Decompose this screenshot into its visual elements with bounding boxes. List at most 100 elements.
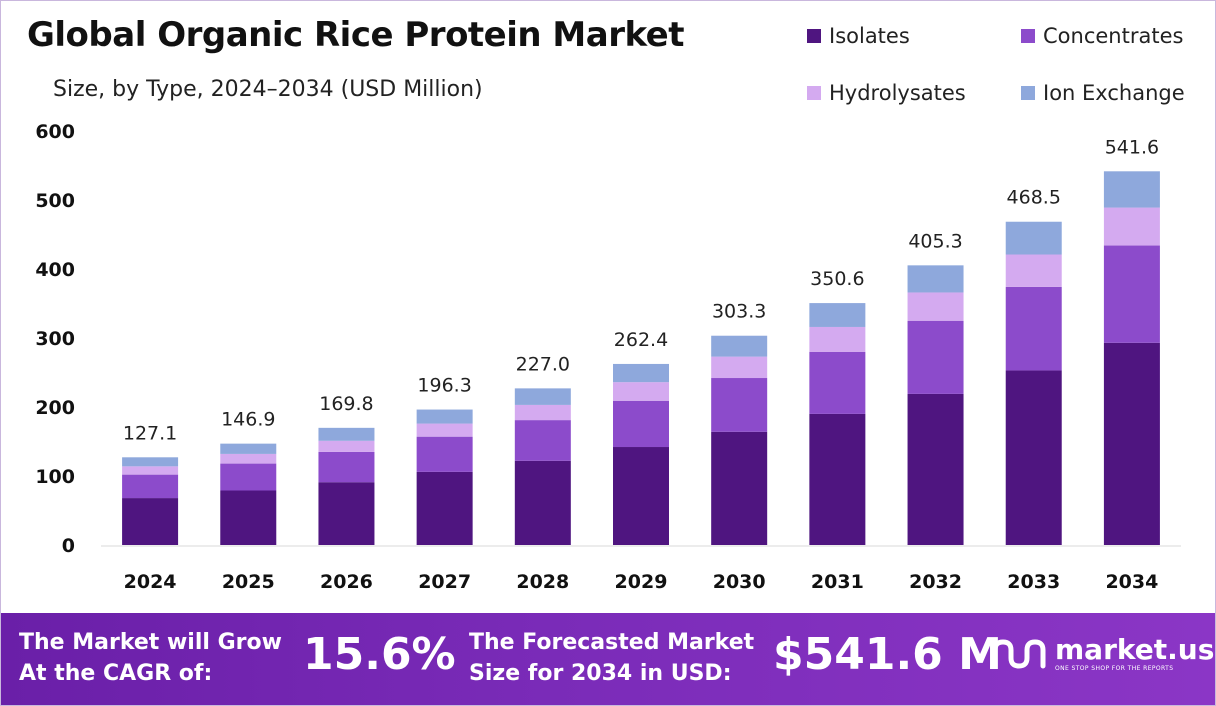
y-tick-label: 300 [35, 328, 75, 350]
market-us-logo-icon [992, 639, 1046, 669]
bar-segment-ion-exchange [1005, 221, 1062, 255]
bar-segment-ion-exchange [318, 427, 375, 441]
stacked-bar-chart: 0 100 200 300 400 500 600 127.1 2024 146.9 2025 169… [35, 121, 1181, 593]
bar-segment-hydrolysates [907, 292, 964, 321]
x-tick-label: 2032 [909, 571, 962, 593]
x-tick-label: 2024 [124, 571, 177, 593]
bar-segment-isolates [1103, 342, 1160, 545]
x-tick-label: 2031 [811, 571, 864, 593]
bar-total-label: 227.0 [516, 353, 570, 375]
market-us-logo[interactable]: market.us ONE STOP SHOP FOR THE REPORTS [991, 635, 1214, 673]
logo-name: market.us [1055, 633, 1215, 666]
legend-swatch-isolates [807, 29, 821, 43]
bar-segment-hydrolysates [416, 423, 473, 437]
bar-segment-concentrates [514, 420, 571, 461]
bar-segment-isolates [1005, 370, 1062, 545]
bar-segment-ion-exchange [613, 363, 669, 383]
legend-label-hydrolysates: Hydrolysates [829, 81, 966, 105]
x-tick-label: 2030 [713, 571, 766, 593]
legend-item-concentrates: Concentrates [1021, 24, 1183, 48]
bar-segment-isolates [809, 413, 866, 545]
forecast-value: $541.6 M [773, 629, 1002, 680]
bar-segment-isolates [220, 490, 277, 545]
x-tick-label: 2025 [222, 571, 275, 593]
legend-label-isolates: Isolates [829, 24, 910, 48]
cagr-value: 15.6% [303, 629, 456, 680]
legend-item-hydrolysates: Hydrolysates [807, 81, 966, 105]
bar-segment-ion-exchange [809, 303, 866, 327]
bar-segment-ion-exchange [122, 457, 179, 467]
bar-segment-hydrolysates [613, 382, 669, 401]
bar-total-label: 196.3 [417, 375, 471, 397]
cagr-caption-line2: At the CAGR of: [19, 661, 213, 686]
legend-item-ion-exchange: Ion Exchange [1021, 81, 1185, 105]
footer-banner: The Market will Grow At the CAGR of: 15.… [1, 613, 1215, 705]
cagr-caption: The Market will Grow At the CAGR of: [19, 627, 282, 689]
bar-segment-ion-exchange [1103, 171, 1160, 208]
y-tick-label: 600 [35, 121, 75, 143]
legend-label-concentrates: Concentrates [1043, 24, 1184, 48]
bar-segment-ion-exchange [907, 265, 964, 293]
bar-segment-hydrolysates [809, 326, 866, 352]
bar-segment-isolates [514, 460, 571, 545]
x-tick-label: 2034 [1105, 571, 1158, 593]
x-tick-label: 2028 [516, 571, 569, 593]
x-tick-label: 2033 [1007, 571, 1060, 593]
bar-segment-isolates [907, 393, 964, 545]
bar-segment-isolates [318, 482, 375, 545]
bar-segment-isolates [122, 498, 179, 545]
logo-tagline: ONE STOP SHOP FOR THE REPORTS [1055, 665, 1174, 672]
chart-subtitle: Size, by Type, 2024–2034 (USD Million) [53, 77, 483, 102]
bar-total-label: 169.8 [319, 393, 373, 415]
bar-segment-ion-exchange [711, 335, 768, 357]
bar-segment-concentrates [220, 463, 277, 491]
bar-total-label: 350.6 [810, 268, 864, 290]
x-tick-label: 2026 [320, 571, 373, 593]
bar-segment-concentrates [416, 436, 473, 472]
bar-segment-concentrates [1103, 245, 1160, 343]
forecast-caption-line2: Size for 2034 in USD: [469, 661, 732, 686]
bar-total-label: 303.3 [712, 301, 766, 323]
bar-total-label: 146.9 [221, 409, 275, 431]
x-tick-label: 2027 [418, 571, 471, 593]
bar-segment-hydrolysates [1005, 254, 1062, 287]
bar-segment-hydrolysates [1103, 207, 1160, 246]
bar-segment-concentrates [122, 474, 179, 499]
bar-segment-concentrates [711, 378, 768, 432]
bar-total-label: 405.3 [908, 230, 962, 252]
y-tick-label: 0 [62, 535, 75, 557]
bar-segment-isolates [613, 447, 669, 545]
legend-item-isolates: Isolates [807, 24, 910, 48]
chart-title: Global Organic Rice Protein Market [27, 15, 685, 55]
bar-segment-hydrolysates [514, 404, 571, 421]
legend-swatch-hydrolysates [807, 86, 821, 100]
legend-swatch-concentrates [1021, 29, 1035, 43]
bar-segment-ion-exchange [220, 443, 277, 454]
bar-segment-ion-exchange [514, 388, 571, 405]
bar-segment-concentrates [809, 351, 866, 414]
y-tick-label: 400 [35, 259, 75, 281]
legend-label-ion-exchange: Ion Exchange [1043, 81, 1185, 105]
bar-total-label: 262.4 [614, 329, 668, 351]
bar-segment-hydrolysates [711, 356, 768, 379]
bar-segment-hydrolysates [220, 453, 277, 464]
bar-segment-concentrates [1005, 286, 1062, 371]
y-tick-label: 500 [35, 190, 75, 212]
cagr-caption-line1: The Market will Grow [19, 630, 282, 655]
forecast-caption: The Forecasted Market Size for 2034 in U… [469, 627, 754, 689]
bar-segment-hydrolysates [318, 440, 375, 452]
bar-segment-concentrates [318, 451, 375, 483]
bar-segment-ion-exchange [416, 409, 473, 424]
forecast-caption-line1: The Forecasted Market [469, 630, 755, 655]
y-tick-label: 200 [35, 397, 75, 419]
bar-segment-hydrolysates [122, 466, 179, 475]
bar-segment-isolates [416, 471, 473, 545]
bar-total-label: 127.1 [123, 422, 177, 444]
bar-total-label: 541.6 [1105, 136, 1159, 158]
y-tick-label: 100 [35, 466, 75, 488]
bar-total-label: 468.5 [1007, 187, 1061, 209]
bar-segment-isolates [711, 431, 768, 545]
x-tick-label: 2029 [615, 571, 668, 593]
bar-segment-concentrates [907, 320, 964, 394]
